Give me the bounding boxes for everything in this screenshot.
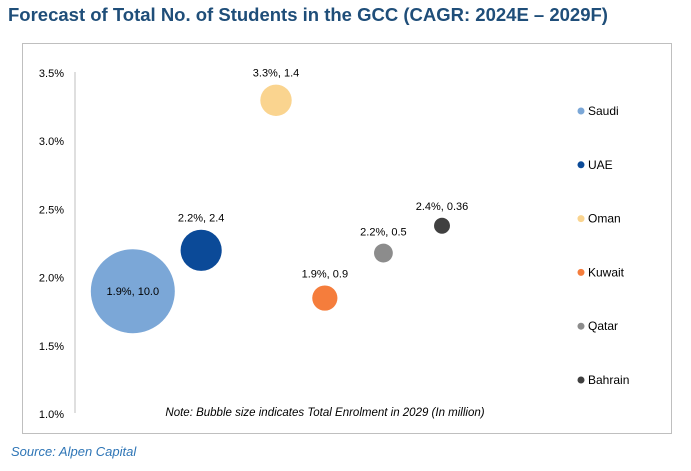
bubble-oman	[260, 84, 292, 116]
legend-label-kuwait: Kuwait	[588, 265, 625, 279]
legend-label-qatar: Qatar	[588, 319, 618, 333]
data-labels: 1.9%, 10.0 2.2%, 2.4 3.3%, 1.4 1.9%, 0.9 2.2…	[107, 68, 469, 299]
data-label-oman: 3.3%, 1.4	[253, 68, 299, 80]
bubble-uae	[180, 229, 222, 271]
legend-marker-uae	[577, 161, 585, 169]
chart-note: Note: Bubble size indicates Total Enrolm…	[165, 407, 484, 419]
bubble-bahrain	[434, 217, 450, 234]
data-label-qatar: 2.2%, 0.5	[360, 227, 406, 239]
data-label-saudi: 1.9%, 10.0	[107, 286, 160, 298]
data-label-kuwait: 1.9%, 0.9	[302, 268, 348, 280]
legend-label-saudi: Saudi	[588, 104, 619, 118]
legend-marker-qatar	[577, 322, 585, 330]
bubble-kuwait	[312, 285, 338, 311]
y-tick-label: 1.0%	[39, 409, 64, 421]
chart-title: Forecast of Total No. of Students in the…	[8, 4, 608, 25]
source-note: Source: Alpen Capital	[11, 444, 137, 459]
y-tick-label: 2.5%	[39, 204, 64, 216]
legend-label-bahrain: Bahrain	[588, 373, 629, 387]
data-label-bahrain: 2.4%, 0.36	[416, 201, 469, 213]
legend-label-oman: Oman	[588, 212, 621, 226]
bubble-saudi	[90, 249, 175, 334]
y-tick-label: 3.0%	[39, 136, 64, 148]
data-label-uae: 2.2%, 2.4	[178, 213, 224, 225]
bubble-qatar	[374, 243, 393, 263]
legend-marker-saudi	[577, 107, 585, 115]
legend: Saudi UAE Oman Kuwait Qatar Bahrain	[577, 104, 629, 387]
y-tick-label: 2.0%	[39, 273, 64, 285]
bubbles	[90, 84, 450, 334]
y-tick-label: 3.5%	[39, 68, 64, 80]
chart-frame	[22, 43, 672, 434]
legend-marker-bahrain	[577, 376, 585, 384]
y-tick-label: 1.5%	[39, 341, 64, 353]
legend-label-uae: UAE	[588, 158, 613, 172]
y-tick-labels: 1.0% 1.5% 2.0% 2.5% 3.0% 3.5%	[39, 68, 64, 421]
legend-marker-oman	[577, 215, 585, 223]
legend-marker-kuwait	[577, 268, 585, 276]
